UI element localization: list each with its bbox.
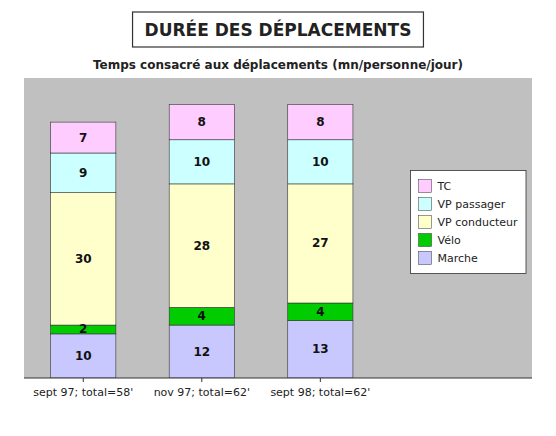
- legend-swatch: [419, 234, 432, 247]
- x-tick: [201, 378, 202, 382]
- title-box: [133, 12, 424, 47]
- x-tick: [320, 378, 321, 382]
- legend-label: TC: [437, 180, 452, 193]
- data-label: 13: [312, 342, 329, 356]
- data-label: 2: [79, 322, 87, 336]
- data-label: 10: [193, 155, 210, 169]
- bar-segment: [169, 184, 234, 308]
- legend-swatch: [419, 180, 432, 193]
- chart: DURÉE DES DÉPLACEMENTS Temps consacré aux…: [0, 0, 556, 436]
- legend-items: TC VP passager VP conducteur Vélo Marche: [419, 180, 518, 265]
- bar-segment: [51, 193, 116, 325]
- bar-segment: [288, 321, 353, 378]
- bar-segment: [169, 104, 234, 139]
- data-label: 8: [316, 115, 324, 129]
- legend-swatch: [419, 252, 432, 265]
- bars: [51, 104, 353, 378]
- bar-segment: [51, 153, 116, 193]
- data-label: 7: [79, 131, 87, 145]
- bar-segment: [169, 325, 234, 378]
- legend-label: VP passager: [438, 198, 506, 211]
- bar-segment: [51, 122, 116, 153]
- x-tick-label: sept 98; total=62': [270, 386, 370, 399]
- bar-segment: [288, 104, 353, 139]
- data-label: 10: [312, 155, 329, 169]
- bar-segment: [288, 140, 353, 184]
- data-label: 27: [312, 236, 329, 250]
- bar-segment: [288, 184, 353, 303]
- bar-segment: [169, 140, 234, 184]
- data-label: 30: [75, 252, 92, 266]
- title: DURÉE DES DÉPLACEMENTS: [145, 19, 412, 40]
- data-label: 28: [193, 239, 210, 253]
- legend-label: Vélo: [438, 234, 461, 247]
- x-tick: [83, 378, 84, 382]
- legend-swatch: [419, 216, 432, 229]
- data-label: 4: [198, 309, 206, 323]
- data-label: 8: [198, 115, 206, 129]
- legend-label: VP conducteur: [438, 216, 518, 229]
- data-label: 9: [79, 166, 87, 180]
- bar-segment: [169, 307, 234, 325]
- x-tick-label: nov 97; total=62': [154, 386, 250, 399]
- x-axis-line: [24, 378, 532, 379]
- plot-background: [24, 78, 532, 378]
- data-label: 4: [316, 305, 324, 319]
- legend-swatch: [419, 198, 432, 211]
- legend: TC VP passager VP conducteur Vélo Marche: [411, 171, 526, 274]
- x-tick-label: sept 97; total=58': [33, 386, 133, 399]
- legend-label: Marche: [438, 252, 479, 265]
- data-labels: 10 12 13 2 4 4 30 28 27 9 10 10 7 8 8: [75, 115, 329, 363]
- bar-segment: [288, 303, 353, 321]
- legend-frame: [411, 171, 526, 274]
- subtitle: Temps consacré aux déplacements (mn/pers…: [93, 58, 463, 72]
- title-group: DURÉE DES DÉPLACEMENTS: [133, 12, 424, 47]
- data-label: 10: [75, 349, 92, 363]
- data-label: 12: [193, 345, 210, 359]
- bar-segment: [51, 334, 116, 378]
